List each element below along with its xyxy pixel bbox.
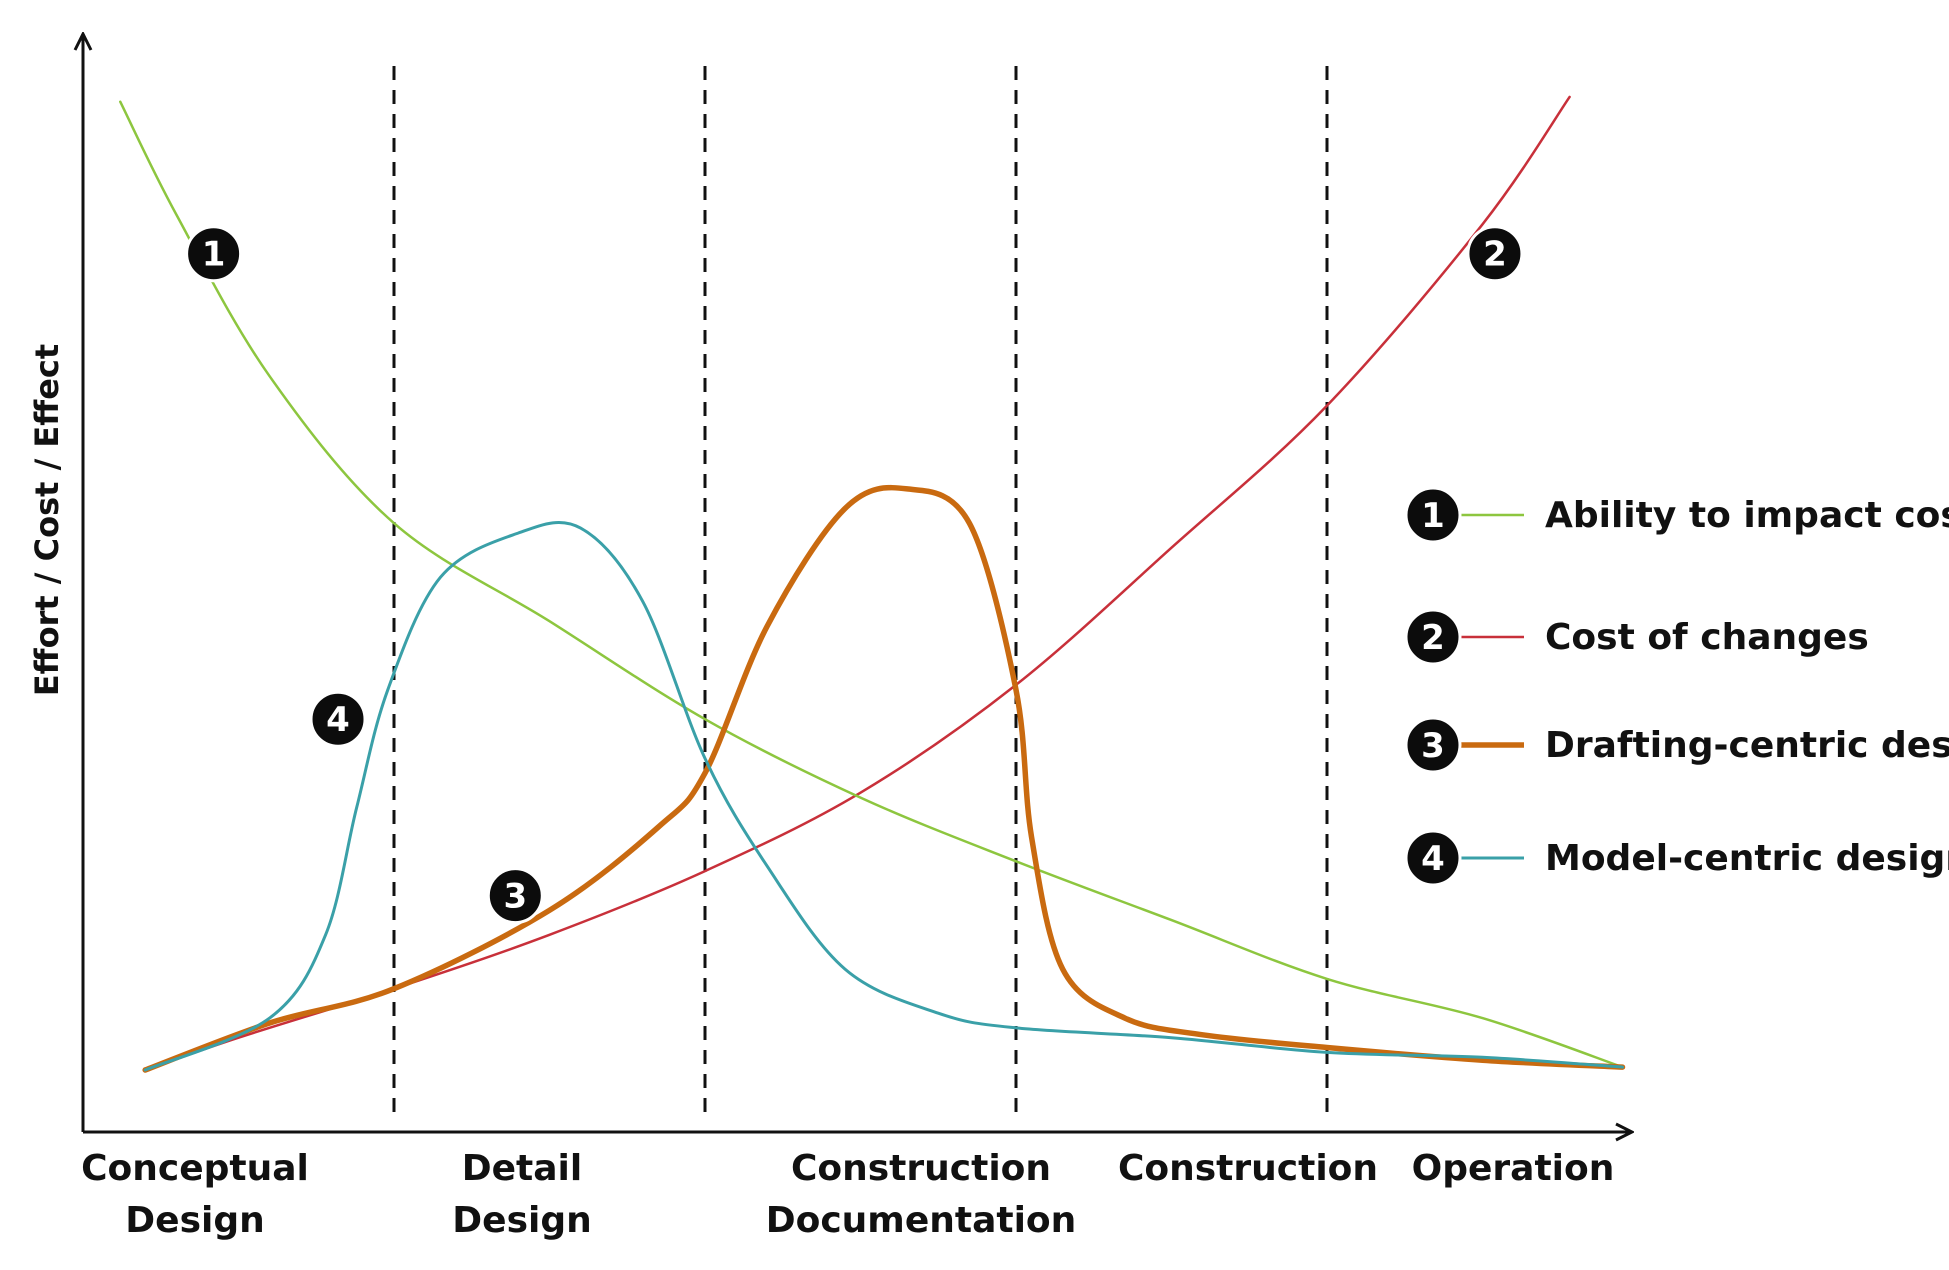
legend-label-2: Cost of changes — [1545, 617, 1869, 658]
curve-marker-3: 3 — [486, 867, 544, 925]
legend-badge-3-circle — [1404, 716, 1462, 774]
curve-marker-4-number: 4 — [326, 700, 350, 740]
legend-badge-1: 1 — [1404, 486, 1462, 544]
phase-label-1-line-1: Conceptual — [81, 1148, 309, 1189]
legend: 1 Ability to impact cost 2 Cost of changes 3… — [1404, 486, 1949, 887]
legend-label-3: Drafting-centric design — [1545, 725, 1949, 766]
legend-item-1: 1 Ability to impact cost — [1404, 486, 1949, 544]
phase-label-4-line-1: Construction — [1118, 1148, 1378, 1189]
curve-marker-3-number: 3 — [503, 877, 527, 917]
curve-marker-1-number: 1 — [202, 235, 226, 275]
legend-item-2: 2 Cost of changes — [1404, 608, 1869, 666]
legend-badge-3-number: 3 — [1421, 726, 1445, 766]
legend-label-1: Ability to impact cost — [1545, 495, 1949, 536]
curve-marker-4-circle — [309, 690, 367, 748]
phase-label-2-line-2: Design — [452, 1200, 591, 1241]
phase-label-3-line-2: Documentation — [766, 1200, 1077, 1241]
phase-label-5-line-1: Operation — [1412, 1148, 1615, 1189]
curve-marker-3-circle — [486, 867, 544, 925]
legend-item-4: 4 Model-centric design — [1404, 829, 1949, 887]
curve-markers: 1 2 3 4 — [185, 225, 1524, 925]
legend-badge-4: 4 — [1404, 829, 1462, 887]
legend-badge-3: 3 — [1404, 716, 1462, 774]
series-line-3 — [142, 484, 1626, 1073]
curve-marker-4: 4 — [309, 690, 367, 748]
legend-badge-1-number: 1 — [1421, 496, 1445, 536]
curve-marker-1-circle — [185, 225, 243, 283]
legend-label-4: Model-centric design — [1545, 838, 1949, 879]
series-line-1 — [119, 100, 1624, 1069]
legend-badge-4-circle — [1404, 829, 1462, 887]
phase-label-1-line-2: Design — [125, 1200, 264, 1241]
legend-badge-2: 2 — [1404, 608, 1462, 666]
phase-dividers — [392, 66, 1329, 1112]
phase-label-2-line-1: Detail — [462, 1148, 582, 1189]
phase-label-3-line-1: Construction — [791, 1148, 1051, 1189]
phase-labels: Conceptual Design Detail Design Construction… — [81, 1148, 1614, 1241]
series-layer — [119, 95, 1626, 1073]
series-line-4 — [143, 520, 1624, 1072]
legend-badge-2-circle — [1404, 608, 1462, 666]
legend-item-3: 3 Drafting-centric design — [1404, 716, 1949, 774]
series-line-2 — [143, 95, 1571, 1072]
y-axis-label: Effort / Cost / Effect — [28, 344, 66, 696]
legend-badge-1-circle — [1404, 486, 1462, 544]
curve-marker-2-circle — [1466, 225, 1524, 283]
legend-badge-2-number: 2 — [1421, 618, 1445, 658]
curve-marker-2: 2 — [1466, 225, 1524, 283]
curve-marker-2-number: 2 — [1483, 235, 1507, 275]
curve-marker-1: 1 — [185, 225, 243, 283]
legend-badge-4-number: 4 — [1421, 839, 1445, 879]
